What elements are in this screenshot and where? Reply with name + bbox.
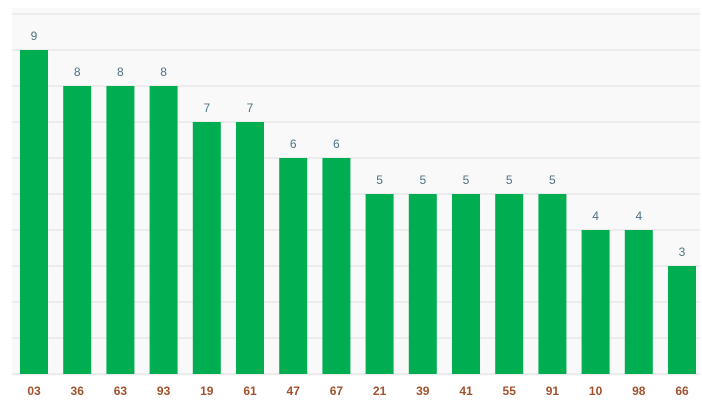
x-tick-label: 67 <box>330 384 344 398</box>
bar <box>192 122 221 374</box>
bar <box>236 122 264 374</box>
x-tick-label: 98 <box>632 384 646 398</box>
value-label: 5 <box>463 173 470 187</box>
value-label: 7 <box>247 101 254 115</box>
value-label: 5 <box>549 173 556 187</box>
value-label: 8 <box>117 65 124 79</box>
x-tick-label: 19 <box>200 384 214 398</box>
value-label: 5 <box>376 173 383 187</box>
bar <box>279 158 308 374</box>
x-tick-label: 36 <box>71 384 85 398</box>
x-tick-label: 63 <box>114 384 128 398</box>
bar <box>668 266 696 374</box>
value-label: 4 <box>592 209 599 223</box>
bar <box>538 194 567 374</box>
bar <box>106 86 135 374</box>
x-tick-label: 47 <box>287 384 301 398</box>
x-tick-label: 10 <box>589 384 603 398</box>
x-tick-label: 61 <box>243 384 257 398</box>
bar <box>149 86 178 374</box>
bar <box>322 158 351 374</box>
value-label: 6 <box>290 137 297 151</box>
bar <box>365 194 394 374</box>
value-label: 4 <box>635 209 642 223</box>
bar <box>495 194 524 374</box>
x-tick-label: 21 <box>373 384 387 398</box>
x-tick-label: 55 <box>503 384 517 398</box>
bar <box>452 194 480 374</box>
value-label: 5 <box>506 173 513 187</box>
bar <box>63 86 92 374</box>
x-tick-label: 93 <box>157 384 171 398</box>
value-label: 9 <box>31 29 38 43</box>
x-tick-label: 39 <box>416 384 430 398</box>
value-label: 8 <box>74 65 81 79</box>
x-tick-label: 41 <box>459 384 473 398</box>
x-tick-label: 66 <box>675 384 689 398</box>
x-tick-label: 03 <box>27 384 41 398</box>
bar <box>20 50 48 374</box>
value-label: 5 <box>419 173 426 187</box>
bar <box>581 230 610 374</box>
x-tick-label: 91 <box>546 384 560 398</box>
value-label: 3 <box>679 245 686 259</box>
value-label: 7 <box>203 101 210 115</box>
bar <box>624 230 653 374</box>
bar <box>408 194 437 374</box>
value-label: 8 <box>160 65 167 79</box>
value-label: 6 <box>333 137 340 151</box>
